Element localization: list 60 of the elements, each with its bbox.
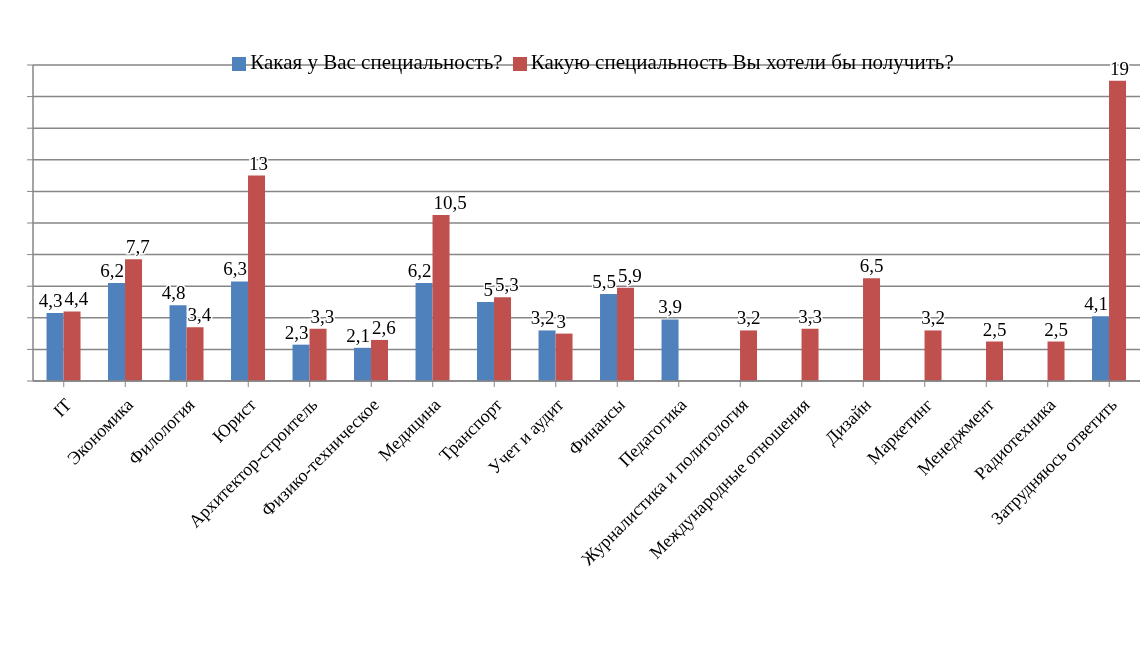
data-label: 2,5 (982, 318, 1007, 340)
bar (1092, 316, 1110, 381)
bar (924, 330, 942, 381)
data-label: 6,2 (407, 260, 432, 282)
data-label: 3,2 (530, 307, 555, 329)
data-label: 6,2 (100, 260, 125, 282)
bar (371, 339, 389, 381)
legend-label: Какая у Вас специальность? (250, 50, 503, 74)
data-label: 4,1 (1084, 293, 1109, 315)
bar (600, 294, 618, 381)
data-label: 2,5 (1044, 318, 1068, 340)
bar (415, 283, 433, 381)
data-label: 4,4 (64, 288, 89, 310)
data-label: 5 (483, 279, 494, 300)
data-label: 3,9 (658, 296, 682, 318)
data-label: 7,7 (126, 236, 150, 258)
data-label: 3,2 (921, 307, 945, 329)
bar (309, 328, 327, 381)
bar (538, 330, 556, 381)
bar (292, 344, 310, 381)
bar (477, 302, 495, 381)
data-label: 3,3 (798, 305, 822, 327)
bar (617, 287, 635, 381)
bar (125, 259, 143, 381)
data-label: 3,3 (310, 305, 335, 327)
data-label: 2,3 (284, 321, 309, 343)
bar (46, 313, 64, 381)
bar (1109, 80, 1127, 381)
data-label: 19 (1110, 57, 1130, 79)
bar (432, 215, 450, 381)
data-label: 6,3 (223, 258, 248, 280)
bar (108, 283, 126, 381)
data-label: 13 (249, 152, 269, 174)
bar (863, 278, 881, 381)
data-label: 5,9 (618, 264, 642, 286)
bar (354, 347, 372, 381)
data-label: 3 (556, 310, 567, 332)
bar (555, 333, 573, 381)
bar (494, 297, 512, 381)
bar (740, 330, 758, 381)
legend-label: Какую специальность Вы хотели бы получить? (530, 50, 954, 74)
bar (231, 281, 249, 381)
bar (186, 327, 204, 381)
bar (986, 341, 1004, 381)
bar (661, 319, 679, 381)
data-label: 4,8 (161, 282, 186, 304)
data-label: 10,5 (433, 192, 467, 214)
data-label: 2,1 (346, 324, 371, 346)
bar (248, 175, 266, 381)
data-label: 3,4 (187, 304, 212, 326)
data-label: 6,5 (859, 255, 884, 277)
data-label: 4,3 (38, 290, 63, 312)
data-label: 2,6 (372, 316, 396, 338)
data-label: 5,3 (495, 274, 519, 296)
bar (801, 328, 819, 381)
data-label: 3,2 (736, 307, 761, 329)
data-label: 5,5 (592, 271, 617, 293)
bar (169, 305, 187, 381)
bar (1047, 341, 1065, 381)
bar (63, 311, 81, 381)
